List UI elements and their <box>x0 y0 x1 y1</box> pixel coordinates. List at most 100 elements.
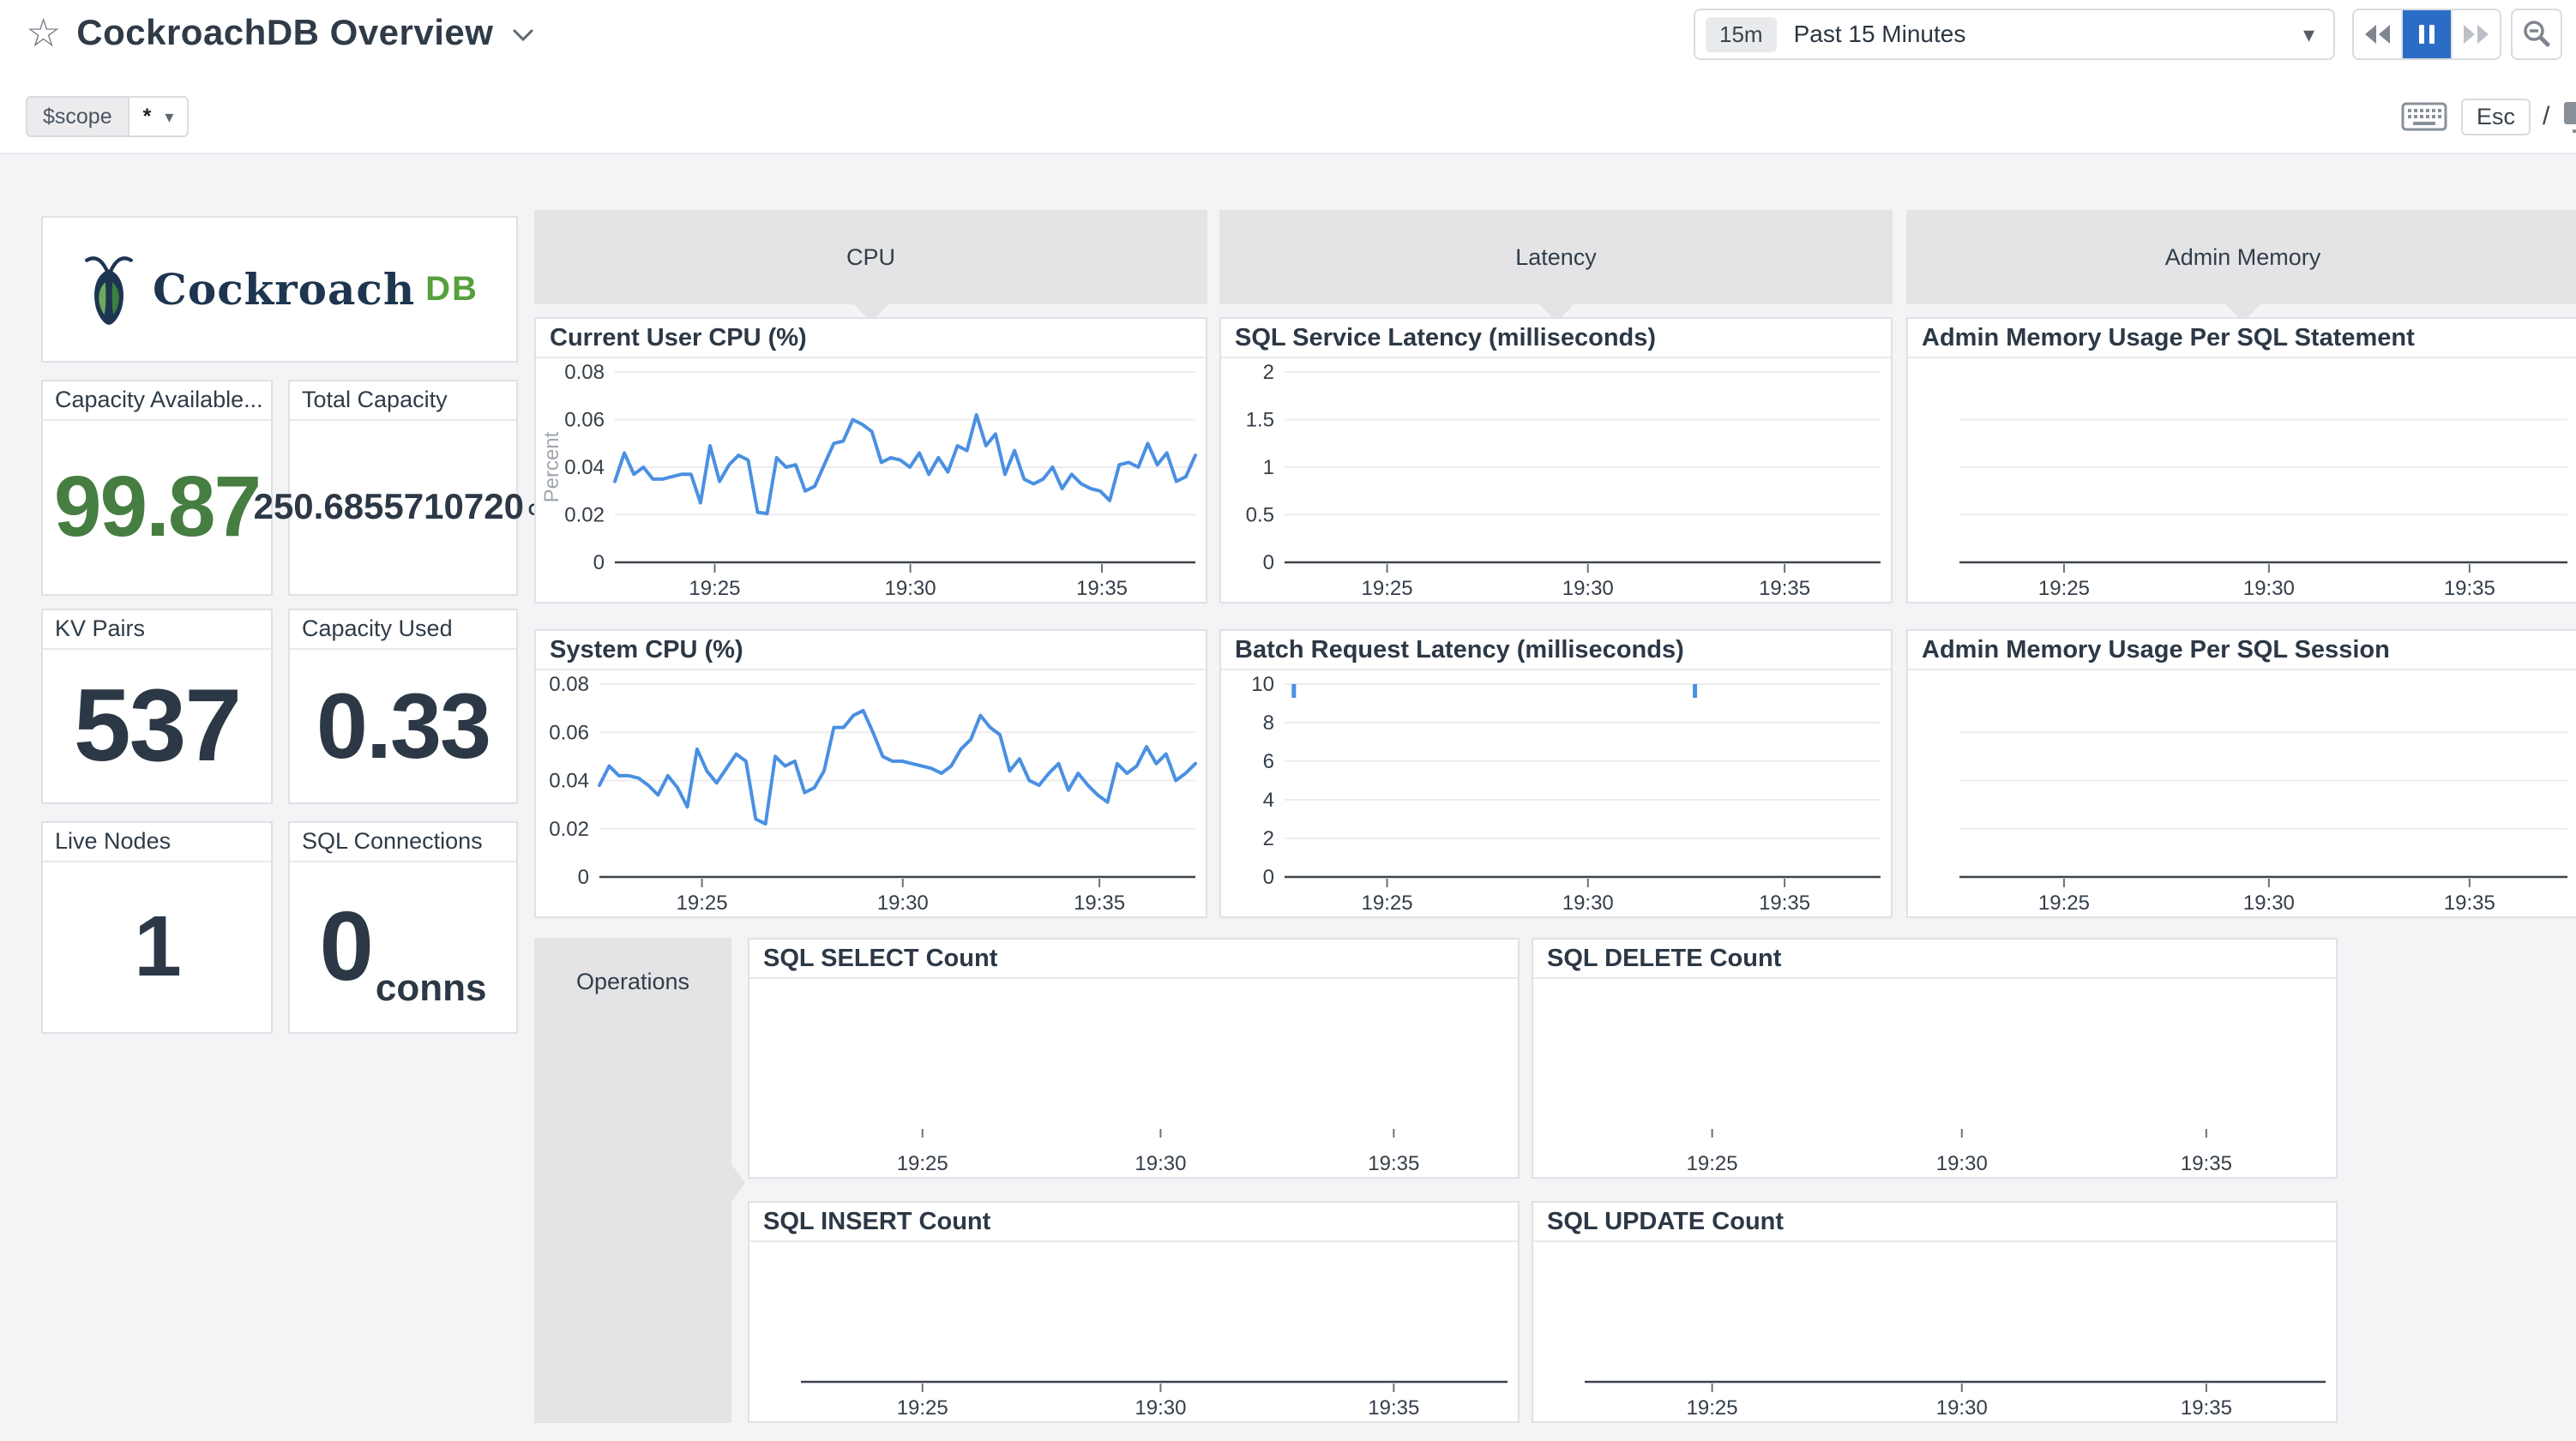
zoom-out-button[interactable] <box>2511 9 2562 60</box>
svg-text:19:35: 19:35 <box>1368 1396 1419 1420</box>
svg-text:0.08: 0.08 <box>564 361 605 384</box>
slash-separator: / <box>2543 102 2550 130</box>
svg-text:19:25: 19:25 <box>1687 1152 1738 1175</box>
svg-text:0.06: 0.06 <box>549 721 589 744</box>
svg-text:19:30: 19:30 <box>2243 577 2295 600</box>
time-range-select[interactable]: 15m Past 15 Minutes ▾ <box>1694 9 2335 60</box>
svg-text:19:25: 19:25 <box>677 892 728 915</box>
fast-forward-button[interactable] <box>2453 10 2500 58</box>
group-header-cpu[interactable]: CPU <box>534 210 1207 322</box>
svg-text:19:35: 19:35 <box>1074 892 1125 915</box>
chart-batch-request-latency[interactable]: Batch Request Latency (milliseconds) 10 8… <box>1219 629 1893 918</box>
chart-system-cpu[interactable]: System CPU (%) 0.08 0.06 0.04 0.02 0 19:25 19:… <box>534 629 1207 918</box>
svg-text:0.06: 0.06 <box>564 409 605 432</box>
stat-card-capacity-available[interactable]: Capacity Available... 99.87 <box>41 380 273 596</box>
line-chart[interactable]: 19:25 19:30 19:35 <box>1533 1242 2336 1421</box>
svg-text:10: 10 <box>1251 673 1274 696</box>
shortcut-hints: Esc / <box>2401 94 2576 139</box>
svg-text:19:30: 19:30 <box>1562 577 1614 600</box>
stat-card-live-nodes[interactable]: Live Nodes 1 <box>41 821 273 1034</box>
line-chart[interactable]: 0.08 0.06 0.04 0.02 0 19:25 19:30 19:35 <box>536 670 1206 916</box>
svg-text:1.5: 1.5 <box>1246 409 1274 432</box>
chart-sql-service-latency[interactable]: SQL Service Latency (milliseconds) 2 1.5 1… <box>1219 317 1893 603</box>
svg-text:0.02: 0.02 <box>549 818 589 841</box>
esc-key[interactable]: Esc <box>2461 98 2531 135</box>
line-chart[interactable]: 19:25 19:30 19:35 <box>749 979 1518 1177</box>
svg-text:19:30: 19:30 <box>877 892 929 915</box>
zoom-out-icon <box>2524 21 2550 47</box>
chart-title: Admin Memory Usage Per SQL Session <box>1908 631 2576 670</box>
svg-text:19:30: 19:30 <box>1135 1152 1186 1175</box>
svg-text:19:30: 19:30 <box>1936 1396 1988 1420</box>
chart-sql-insert-count[interactable]: SQL INSERT Count 19:25 19:30 19:35 <box>748 1201 1520 1423</box>
svg-text:0: 0 <box>593 551 605 574</box>
stat-value: 0.33 <box>316 673 491 778</box>
chart-title: SQL DELETE Count <box>1533 940 2336 979</box>
scope-label: $scope <box>27 98 129 135</box>
stat-title: Capacity Available... <box>43 381 271 421</box>
svg-text:19:25: 19:25 <box>897 1396 948 1420</box>
svg-text:19:35: 19:35 <box>1759 577 1810 600</box>
svg-text:19:25: 19:25 <box>1687 1396 1738 1420</box>
chart-current-user-cpu[interactable]: Current User CPU (%) 0.08 0.06 0.04 0.02 0 19… <box>534 317 1207 603</box>
stat-value: 537 <box>73 668 242 783</box>
svg-text:19:25: 19:25 <box>1362 577 1413 600</box>
line-chart[interactable]: 2 1.5 1 0.5 0 19:25 19:30 19:35 <box>1221 358 1891 602</box>
stat-title: Total Capacity <box>290 381 516 421</box>
favorite-star-icon[interactable]: ☆ <box>26 10 62 55</box>
chart-sql-update-count[interactable]: SQL UPDATE Count 19:25 19:30 19:35 <box>1532 1201 2338 1423</box>
svg-text:19:30: 19:30 <box>885 577 936 600</box>
stat-title: SQL Connections <box>290 823 516 862</box>
chart-sql-delete-count[interactable]: SQL DELETE Count 19:25 19:30 19:35 <box>1532 938 2338 1179</box>
pause-button[interactable] <box>2403 10 2453 58</box>
stat-card-sql-connections[interactable]: SQL Connections 0 conns <box>288 821 518 1034</box>
time-range-label: Past 15 Minutes <box>1793 21 1966 47</box>
line-chart[interactable]: 19:25 19:30 19:35 <box>749 1242 1518 1421</box>
svg-text:1: 1 <box>1263 456 1274 479</box>
title-row: ☆ CockroachDB Overview <box>26 12 534 53</box>
svg-text:19:35: 19:35 <box>1368 1152 1419 1175</box>
template-variable-scope[interactable]: $scope * ▾ <box>26 96 190 137</box>
title-chevron-down-icon[interactable] <box>512 27 534 47</box>
monitor-icon[interactable] <box>2561 99 2576 135</box>
line-chart[interactable]: 10 8 6 4 2 0 19:25 19:30 19:35 <box>1221 670 1891 916</box>
group-header-operations[interactable]: Operations <box>534 938 745 1423</box>
line-chart[interactable]: 0.08 0.06 0.04 0.02 0 19:25 19:30 19:35 Percent <box>536 358 1206 602</box>
page-title: CockroachDB Overview <box>76 12 494 52</box>
svg-text:19:35: 19:35 <box>1076 577 1128 600</box>
chart-title: Current User CPU (%) <box>536 319 1206 358</box>
svg-text:19:35: 19:35 <box>2181 1396 2232 1420</box>
line-chart[interactable]: 19:25 19:30 19:35 <box>1908 358 2576 602</box>
group-header-latency[interactable]: Latency <box>1219 210 1893 322</box>
rewind-button[interactable] <box>2354 10 2404 58</box>
stat-title: Capacity Used <box>290 610 516 650</box>
svg-text:0.04: 0.04 <box>549 770 589 793</box>
svg-text:0.5: 0.5 <box>1246 504 1274 527</box>
rewind-icon <box>2364 25 2390 44</box>
svg-text:8: 8 <box>1263 711 1274 735</box>
stat-card-total-capacity[interactable]: Total Capacity 250.6855710720 GB <box>254 380 552 596</box>
svg-text:2: 2 <box>1263 827 1274 850</box>
group-header-admin-memory[interactable]: Admin Memory <box>1906 210 2576 322</box>
svg-text:0: 0 <box>1263 866 1274 889</box>
chart-admin-memory-per-sql-statement[interactable]: Admin Memory Usage Per SQL Statement 19:… <box>1906 317 2576 603</box>
svg-text:19:30: 19:30 <box>1936 1152 1988 1175</box>
chart-sql-select-count[interactable]: SQL SELECT Count 19:25 19:30 19:35 <box>748 938 1520 1179</box>
group-label: CPU <box>846 243 895 270</box>
chart-admin-memory-per-sql-session[interactable]: Admin Memory Usage Per SQL Session 19:25… <box>1906 629 2576 918</box>
stat-title: Live Nodes <box>43 823 271 862</box>
line-chart[interactable]: 19:25 19:30 19:35 <box>1908 670 2576 916</box>
group-label: Operations <box>575 969 690 994</box>
svg-text:6: 6 <box>1263 750 1274 773</box>
logo-wordmark: Cockroach <box>153 264 416 315</box>
stat-card-kv-pairs[interactable]: KV Pairs 537 <box>41 609 273 804</box>
chart-title: Batch Request Latency (milliseconds) <box>1221 631 1891 670</box>
stat-card-capacity-used[interactable]: Capacity Used 0.33 <box>288 609 518 804</box>
svg-text:0.04: 0.04 <box>564 456 605 479</box>
svg-text:19:25: 19:25 <box>897 1152 948 1175</box>
line-chart[interactable]: 19:25 19:30 19:35 <box>1533 979 2336 1177</box>
svg-text:19:25: 19:25 <box>1362 892 1413 915</box>
svg-text:19:25: 19:25 <box>2038 577 2090 600</box>
svg-text:19:35: 19:35 <box>1759 892 1810 915</box>
